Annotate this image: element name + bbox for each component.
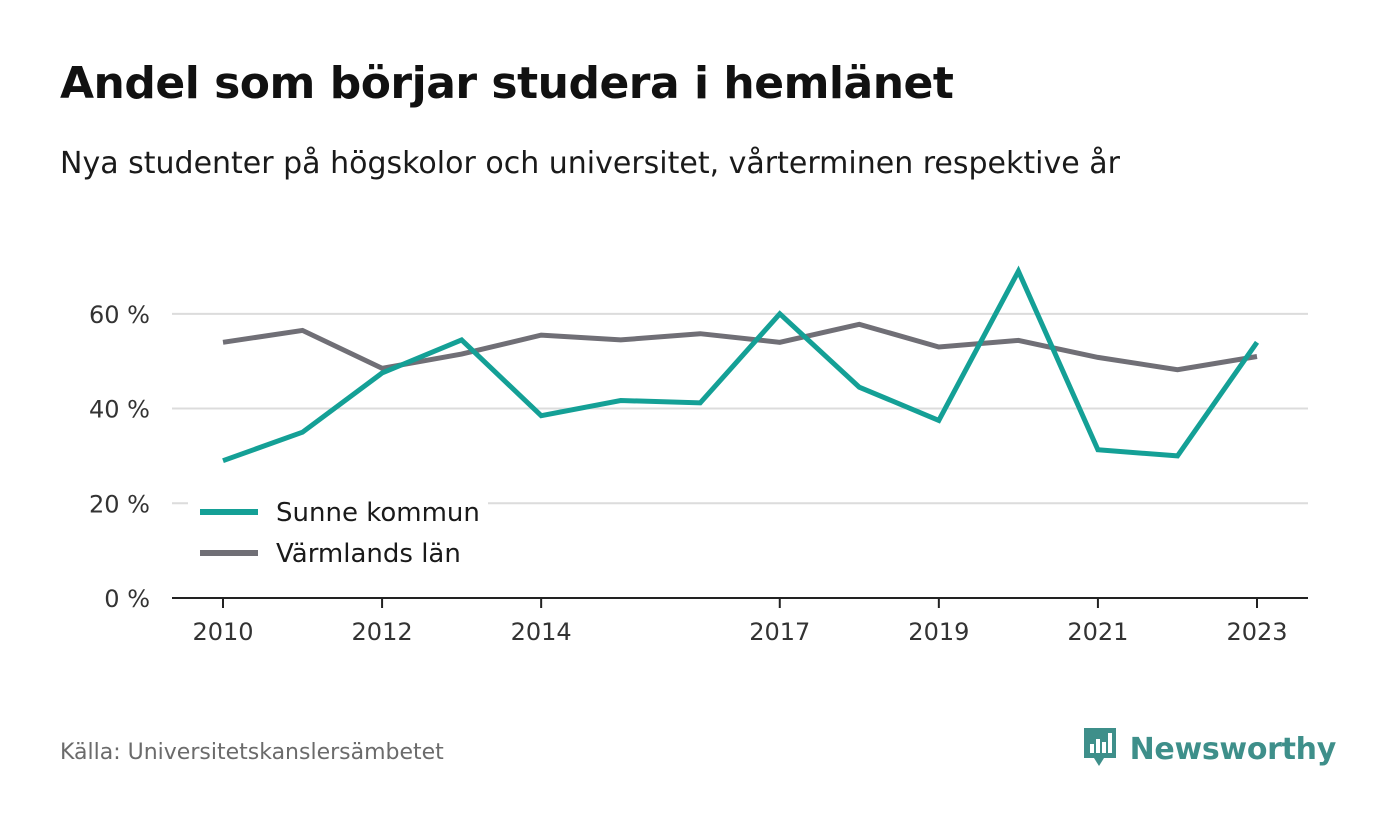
gridlines [172, 312, 1308, 505]
y-axis-tick-labels: 0 % 20 % 40 % 60 % [89, 301, 150, 613]
line-chart: 0 % 20 % 40 % 60 % 2010 2012 2014 2017 2019 2021… [89, 265, 1308, 646]
y-tick-label: 60 % [89, 301, 150, 329]
chart-subtitle: Nya studenter på högskolor och universit… [60, 146, 1120, 181]
legend-background [188, 488, 488, 580]
y-tick-label: 0 % [104, 585, 150, 613]
brand-logo[interactable]: Newsworthy [1082, 726, 1336, 772]
x-tick-label: 2017 [749, 618, 810, 646]
x-axis-tick-labels: 2010 2012 2014 2017 2019 2021 2023 [192, 598, 1288, 646]
x-tick-label: 2012 [352, 618, 413, 646]
series-lines [222, 265, 1260, 464]
y-tick-label: 40 % [89, 396, 150, 424]
series-line-v-rmlands-l-n [222, 321, 1258, 373]
x-tick-label: 2023 [1226, 618, 1287, 646]
legend-label: Värmlands län [276, 539, 461, 569]
x-tick-label: 2010 [192, 618, 253, 646]
brand-name: Newsworthy [1129, 731, 1337, 767]
source-note: Källa: Universitetskanslersämbetet [60, 740, 444, 765]
y-tick-label: 20 % [89, 490, 150, 518]
x-tick-label: 2021 [1067, 618, 1128, 646]
legend: Sunne kommun Värmlands län [188, 488, 488, 580]
legend-label: Sunne kommun [276, 498, 480, 528]
bar-chart-speech-bubble-icon [1082, 726, 1118, 772]
x-tick-label: 2014 [511, 618, 572, 646]
x-tick-label: 2019 [908, 618, 969, 646]
series-line-sunne-kommun [222, 265, 1260, 464]
chart-title: Andel som börjar studera i hemlänet [60, 58, 954, 109]
